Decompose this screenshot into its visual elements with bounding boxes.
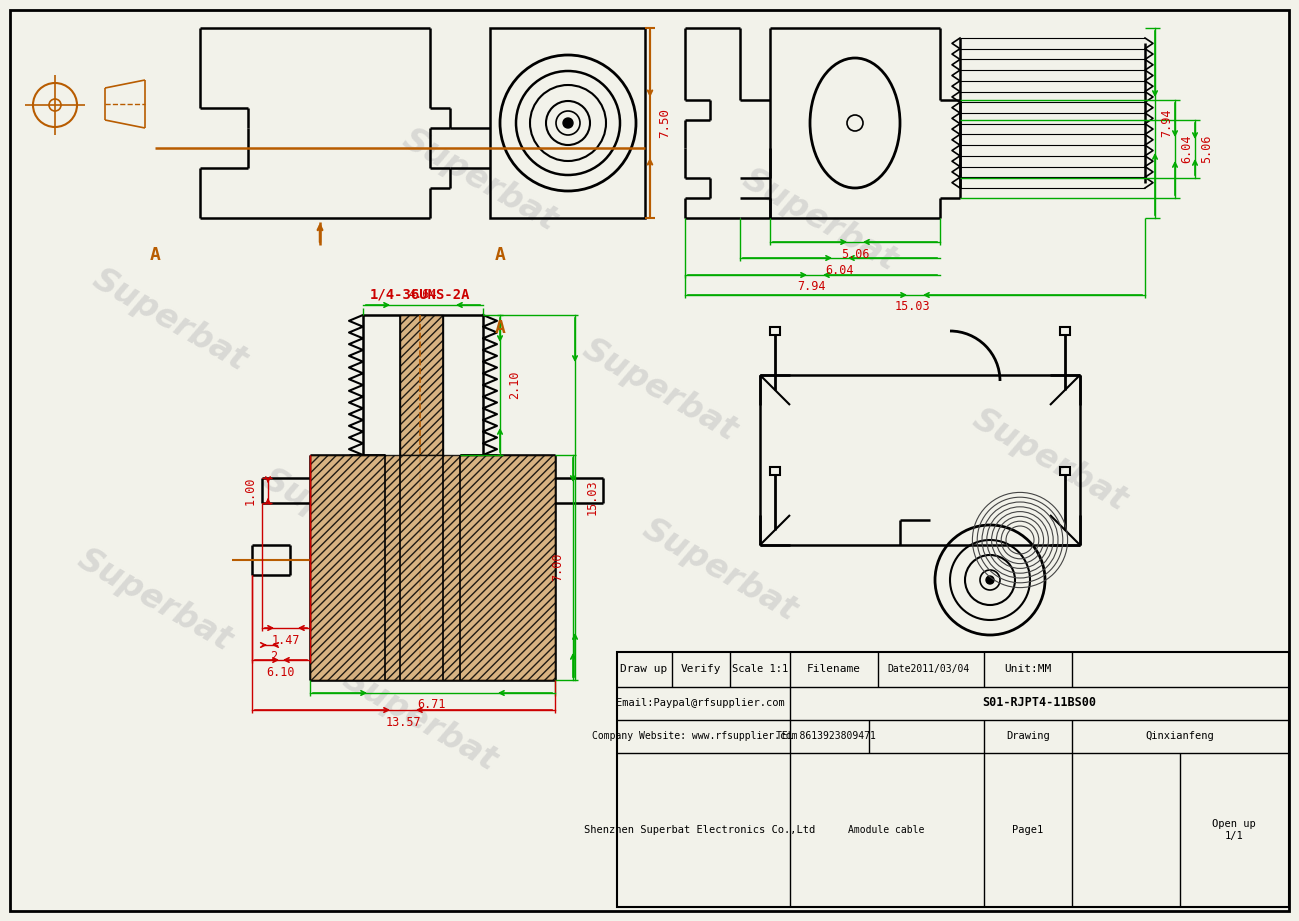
Text: Email:Paypal@rfsupplier.com: Email:Paypal@rfsupplier.com: [616, 698, 785, 708]
Text: 6.10: 6.10: [266, 666, 295, 679]
Text: 15.03: 15.03: [586, 479, 599, 515]
Bar: [1060, 467, 1070, 475]
Bar: [490, 28, 646, 218]
Text: Filename: Filename: [807, 664, 861, 674]
Circle shape: [986, 576, 994, 584]
Bar: [770, 327, 779, 335]
Text: Company Website: www.rfsupplier.com: Company Website: www.rfsupplier.com: [592, 731, 798, 741]
Text: 7.94: 7.94: [798, 281, 826, 294]
Text: TEL 8613923809471: TEL 8613923809471: [776, 731, 876, 741]
Text: 6.04: 6.04: [826, 263, 855, 276]
Bar: [617, 652, 1289, 907]
Text: S01-RJPT4-11BS00: S01-RJPT4-11BS00: [982, 696, 1096, 709]
Text: Draw up: Draw up: [621, 664, 668, 674]
Text: 7.00: 7.00: [552, 553, 565, 581]
Text: 1.00: 1.00: [243, 476, 256, 505]
Text: A: A: [495, 246, 505, 264]
Bar: [310, 455, 555, 680]
Bar: [400, 315, 443, 455]
Text: Superbat: Superbat: [87, 262, 253, 378]
Text: Verify: Verify: [681, 664, 721, 674]
Bar: [770, 467, 779, 475]
Text: 1.47: 1.47: [271, 634, 300, 647]
Text: 2: 2: [270, 650, 278, 663]
Text: Scale 1:1: Scale 1:1: [731, 664, 788, 674]
Text: Drawing: Drawing: [1007, 731, 1050, 741]
Text: 6.71: 6.71: [418, 698, 447, 712]
Text: 2.10: 2.10: [508, 371, 521, 399]
Text: Superbat: Superbat: [577, 332, 743, 448]
Text: 15.03: 15.03: [894, 300, 930, 313]
Text: Open up
1/1: Open up 1/1: [1212, 819, 1256, 841]
Text: A: A: [495, 319, 505, 337]
Text: Superbat: Superbat: [637, 512, 803, 627]
Text: 13.57: 13.57: [386, 716, 421, 729]
Text: 5.06: 5.06: [840, 248, 869, 261]
Text: Amodule cable: Amodule cable: [848, 825, 924, 835]
Circle shape: [562, 118, 573, 128]
Text: Date2011/03/04: Date2011/03/04: [889, 664, 970, 674]
Text: 4.64: 4.64: [409, 288, 438, 301]
Bar: [1060, 327, 1070, 335]
Text: Page1: Page1: [1012, 825, 1043, 835]
Text: 1/4-36UNS-2A: 1/4-36UNS-2A: [370, 288, 470, 302]
Text: Superbat: Superbat: [966, 402, 1133, 518]
Text: Superbat: Superbat: [257, 462, 423, 577]
Text: Qinxianfeng: Qinxianfeng: [1146, 731, 1215, 741]
Text: Unit:MM: Unit:MM: [1004, 664, 1052, 674]
Text: 7.50: 7.50: [659, 108, 672, 138]
Text: Superbat: Superbat: [396, 122, 564, 238]
Text: 7.94: 7.94: [1160, 109, 1173, 137]
Text: 6.04: 6.04: [1181, 134, 1194, 163]
Text: 5.06: 5.06: [1200, 134, 1213, 163]
Text: Superbat: Superbat: [336, 662, 503, 777]
Text: Superbat: Superbat: [71, 542, 238, 658]
Text: Superbat: Superbat: [737, 162, 903, 277]
Text: Shenzhen Superbat Electronics Co.,Ltd: Shenzhen Superbat Electronics Co.,Ltd: [585, 825, 816, 835]
Text: A: A: [149, 246, 161, 264]
